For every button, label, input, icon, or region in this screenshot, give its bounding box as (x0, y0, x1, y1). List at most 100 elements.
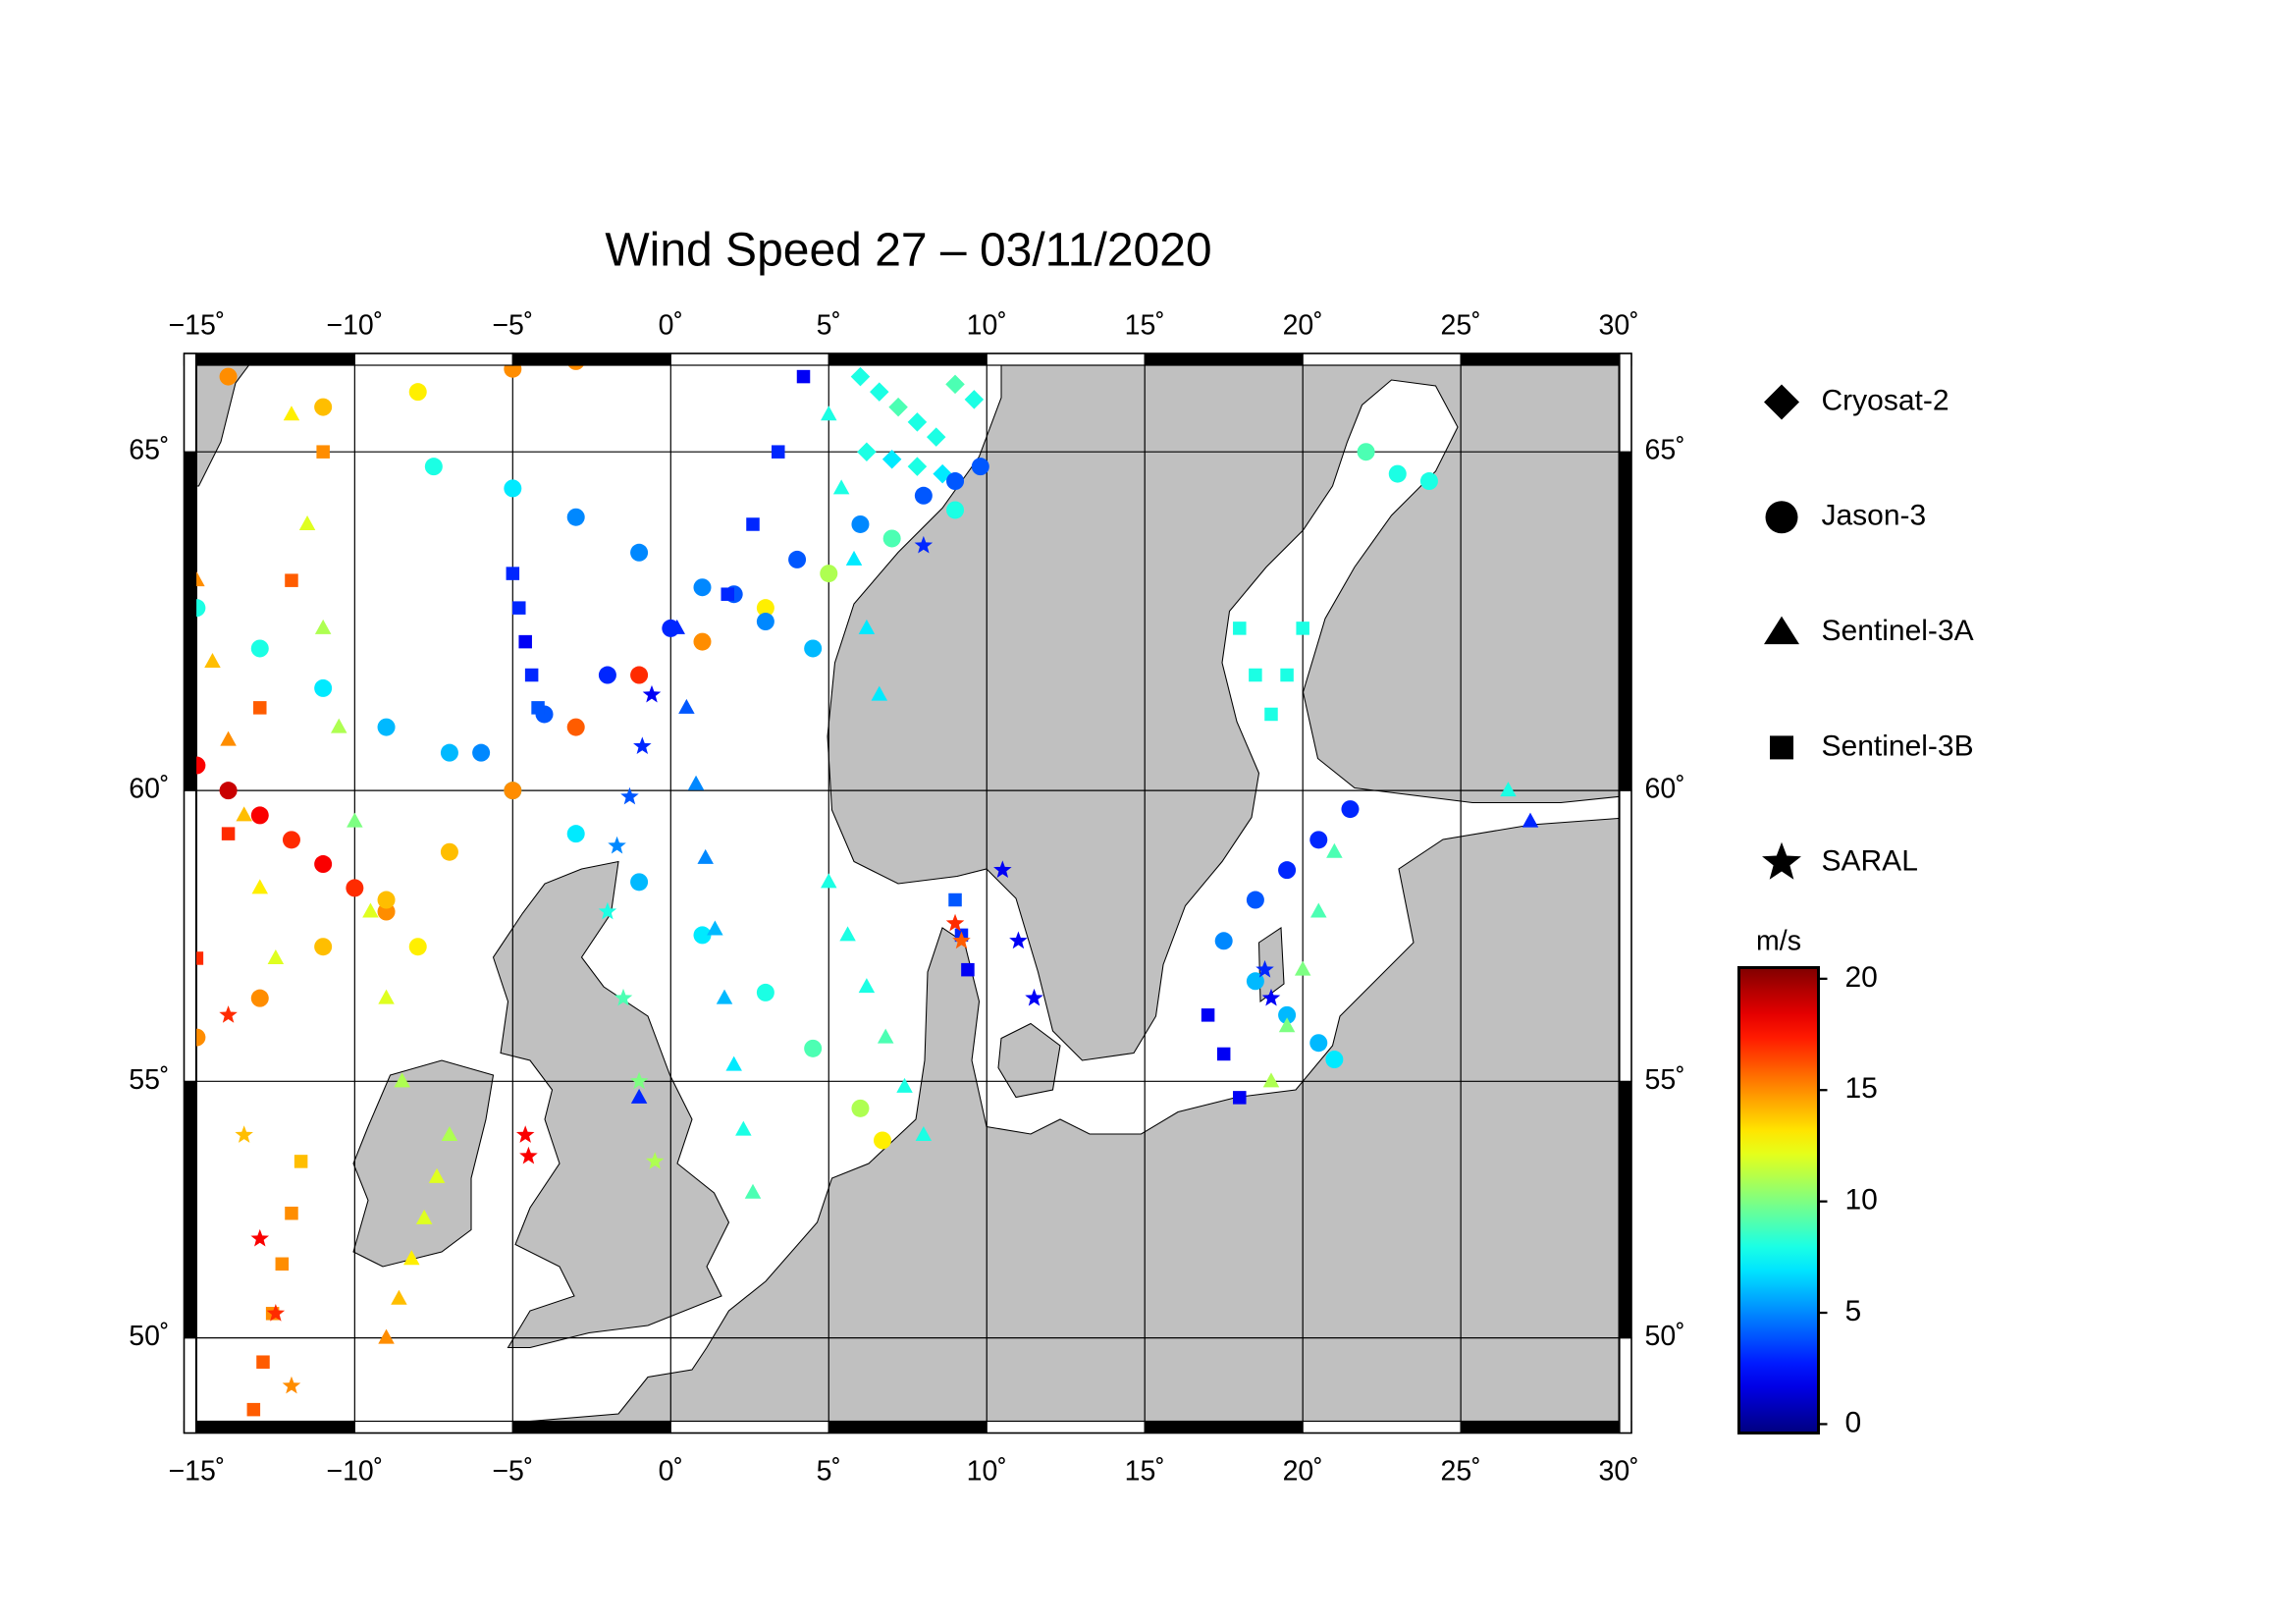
triangle-point (1294, 960, 1311, 976)
square-point (948, 893, 962, 907)
square-point (275, 1257, 290, 1271)
frame-bar (1460, 1420, 1620, 1434)
colorbar-unit: m/s (1756, 926, 1801, 957)
lon-label-bottom: 5˚ (817, 1456, 841, 1488)
frame-bar (353, 1420, 513, 1434)
legend-label: Jason-3 (1822, 500, 1927, 532)
frame-bar (183, 352, 197, 453)
triangle-point (839, 926, 856, 942)
legend-label: Cryosat-2 (1822, 384, 1949, 416)
jason-point (756, 983, 774, 1001)
triangle-point (915, 1126, 933, 1142)
star-point (993, 860, 1012, 879)
frame-bar (195, 1420, 355, 1434)
square-point (506, 567, 520, 580)
lon-label-top: 25˚ (1441, 310, 1481, 342)
frame-border (183, 352, 1632, 1434)
triangle-point (314, 619, 332, 634)
star-point (642, 684, 662, 703)
legend-marker (1764, 616, 1800, 645)
diamond-point (907, 457, 928, 476)
frame-bar (1144, 1420, 1304, 1434)
square-point (246, 1402, 261, 1417)
frame-bar (1619, 789, 1632, 1082)
square-point (1233, 1091, 1247, 1105)
triangle-point (362, 902, 379, 918)
legend-label: Sentinel-3B (1822, 730, 1974, 762)
jason-point (472, 743, 491, 762)
jason-point (440, 842, 458, 861)
diamond-point (945, 374, 965, 395)
square-point (1280, 668, 1294, 682)
triangle-point (668, 619, 685, 634)
jason-point (1214, 932, 1233, 950)
jason-point (566, 508, 585, 526)
scandinavia (827, 353, 1632, 1061)
jason-point (946, 472, 965, 491)
triangle-point (236, 806, 252, 822)
lat-label-right: 50˚ (1645, 1321, 1685, 1352)
ireland (352, 1059, 495, 1268)
jason-point (282, 831, 300, 849)
lon-label-top: 20˚ (1283, 310, 1323, 342)
legend-marker (1765, 501, 1798, 534)
legend-marker (1770, 735, 1794, 760)
square-point (1249, 668, 1262, 682)
star-point (1255, 959, 1274, 978)
jason-point (693, 632, 712, 651)
jason-point (314, 678, 333, 697)
triangle-point (403, 1250, 420, 1266)
lat-label-right: 55˚ (1645, 1064, 1685, 1096)
star-point (519, 1146, 538, 1164)
jason-point (851, 514, 870, 533)
frame-bar (1302, 352, 1462, 366)
diamond-point (850, 366, 871, 387)
lon-label-top: −15˚ (168, 310, 225, 342)
frame-bar (511, 352, 671, 366)
triangle-point (1310, 902, 1327, 918)
star-point (266, 1304, 286, 1322)
square-point (961, 962, 975, 977)
triangle-point (220, 730, 237, 746)
square-point (518, 634, 532, 649)
jason-point (250, 639, 269, 658)
frame-bar (828, 352, 988, 366)
colorbar-tick-label: 10 (1845, 1184, 1878, 1217)
lon-label-bottom: 30˚ (1599, 1456, 1639, 1488)
triangle-point (251, 879, 269, 894)
star-point (914, 535, 934, 554)
star-point (633, 736, 652, 755)
lat-label-left: 65˚ (129, 435, 169, 466)
triangle-point (821, 406, 837, 421)
jason-point (851, 1099, 870, 1117)
star-point (235, 1125, 253, 1143)
triangle-point (415, 1209, 433, 1224)
square-point (524, 668, 539, 682)
triangle-point (428, 1167, 446, 1183)
jason-point (804, 639, 823, 658)
jason-point (693, 578, 712, 597)
triangle-point (707, 920, 723, 936)
triangle-point (1262, 1072, 1280, 1088)
jason-point (946, 501, 965, 519)
lon-label-top: 0˚ (659, 310, 683, 342)
jason-point (504, 782, 522, 800)
jason-point (1309, 1034, 1328, 1053)
frame-bar (1619, 352, 1632, 453)
triangle-point (267, 948, 285, 964)
triangle-point (845, 550, 863, 566)
star-point (1009, 931, 1028, 949)
triangle-point (378, 1328, 395, 1344)
frame-bar (1619, 1337, 1632, 1434)
frame-bar (1302, 1420, 1462, 1434)
triangle-point (896, 1077, 913, 1093)
jason-point (914, 486, 933, 505)
triangle-point (725, 1055, 742, 1071)
square-point (796, 369, 811, 384)
jason-point (377, 891, 396, 909)
star-point (515, 1125, 535, 1143)
square-point (1216, 1047, 1231, 1061)
jason-point (314, 938, 333, 956)
lon-label-bottom: 0˚ (659, 1456, 683, 1488)
